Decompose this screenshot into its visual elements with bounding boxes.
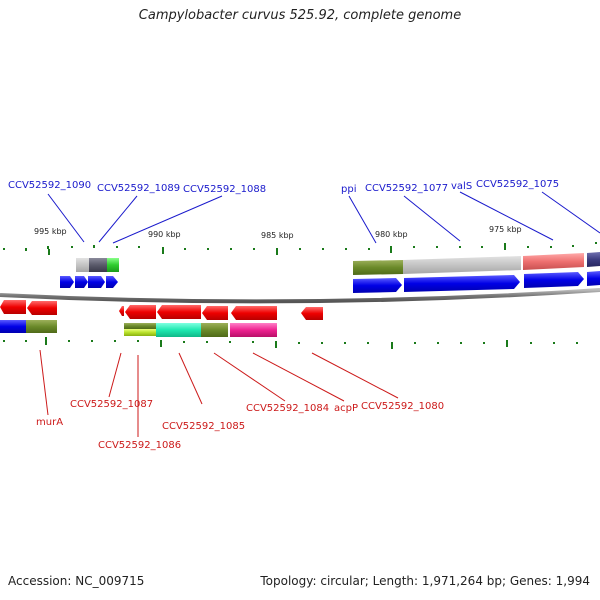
gene-label[interactable]: CCV52592_1088 xyxy=(183,184,266,195)
gene-arrow[interactable] xyxy=(524,272,584,288)
gene-arrow[interactable] xyxy=(75,276,88,288)
gene-label[interactable]: valS xyxy=(451,181,472,192)
forward-cog-row xyxy=(76,252,600,275)
gene-arrow[interactable] xyxy=(0,300,26,314)
gene-label[interactable]: ppi xyxy=(341,184,356,195)
forward-gene-row xyxy=(60,271,600,293)
tick-label: 980 kbp xyxy=(375,230,408,239)
gene-box[interactable] xyxy=(107,258,119,272)
outer-tick-ring xyxy=(3,242,597,255)
gene-arrow[interactable] xyxy=(157,305,201,319)
gene-arrow[interactable] xyxy=(353,278,402,293)
gene-label[interactable]: murA xyxy=(36,417,63,428)
gene-label[interactable]: CCV52592_1077 xyxy=(365,183,448,194)
tick-label: 990 kbp xyxy=(148,230,181,239)
map-title: Campylobacter curvus 525.92, complete ge… xyxy=(138,8,462,23)
gene-arrow[interactable] xyxy=(60,276,74,288)
tick-labels: 995 kbp 990 kbp 985 kbp 980 kbp 975 kbp xyxy=(34,225,522,240)
gene-arrow[interactable] xyxy=(231,306,277,320)
gene-box[interactable] xyxy=(587,252,600,267)
reverse-gene-row xyxy=(0,300,323,320)
accession-text: Accession: NC_009715 xyxy=(8,574,145,588)
tick-label: 995 kbp xyxy=(34,227,67,236)
gene-label[interactable]: CCV52592_1086 xyxy=(98,440,181,451)
gene-box[interactable] xyxy=(124,323,156,329)
gene-box[interactable] xyxy=(156,323,201,337)
gene-box[interactable] xyxy=(201,323,228,337)
forward-gene-labels: CCV52592_1090 CCV52592_1089 CCV52592_108… xyxy=(8,179,559,195)
inner-tick-ring xyxy=(3,337,578,349)
gene-arrow[interactable] xyxy=(106,276,118,288)
gene-box[interactable] xyxy=(89,258,107,272)
gene-arrow[interactable] xyxy=(119,306,124,316)
gene-label[interactable]: CCV52592_1084 xyxy=(246,403,329,414)
gene-label[interactable]: CCV52592_1090 xyxy=(8,180,91,191)
gene-label[interactable]: CCV52592_1075 xyxy=(476,179,559,190)
gene-box[interactable] xyxy=(76,258,89,272)
gene-label[interactable]: acpP xyxy=(334,403,358,414)
genome-summary-text: Topology: circular; Length: 1,971,264 bp… xyxy=(260,574,590,588)
gene-box[interactable] xyxy=(403,256,521,274)
gene-arrow[interactable] xyxy=(404,275,520,292)
gene-arrow[interactable] xyxy=(125,305,156,319)
gene-arrow[interactable] xyxy=(301,307,323,320)
gene-arrow[interactable] xyxy=(587,271,600,286)
gene-arrow[interactable] xyxy=(27,301,57,315)
gene-box[interactable] xyxy=(230,323,277,337)
tick-label: 975 kbp xyxy=(489,225,522,234)
reverse-leader-lines xyxy=(39,349,399,437)
gene-box[interactable] xyxy=(523,253,584,270)
forward-leader-lines xyxy=(47,191,600,244)
gene-arrow[interactable] xyxy=(88,276,105,288)
gene-label[interactable]: CCV52592_1085 xyxy=(162,421,245,432)
gene-box[interactable] xyxy=(124,329,156,336)
chromosome-backbone xyxy=(0,288,600,304)
gene-box[interactable] xyxy=(26,320,57,333)
gene-arrow[interactable] xyxy=(202,306,228,320)
reverse-gene-labels: murA CCV52592_1087 CCV52592_1086 CCV5259… xyxy=(36,399,444,451)
tick-label: 985 kbp xyxy=(261,231,294,240)
gene-label[interactable]: CCV52592_1089 xyxy=(97,183,180,194)
gene-label[interactable]: CCV52592_1080 xyxy=(361,401,444,412)
gene-box[interactable] xyxy=(0,320,26,333)
gene-label[interactable]: CCV52592_1087 xyxy=(70,399,153,410)
gene-box[interactable] xyxy=(353,260,403,275)
reverse-cog-row xyxy=(0,320,277,337)
